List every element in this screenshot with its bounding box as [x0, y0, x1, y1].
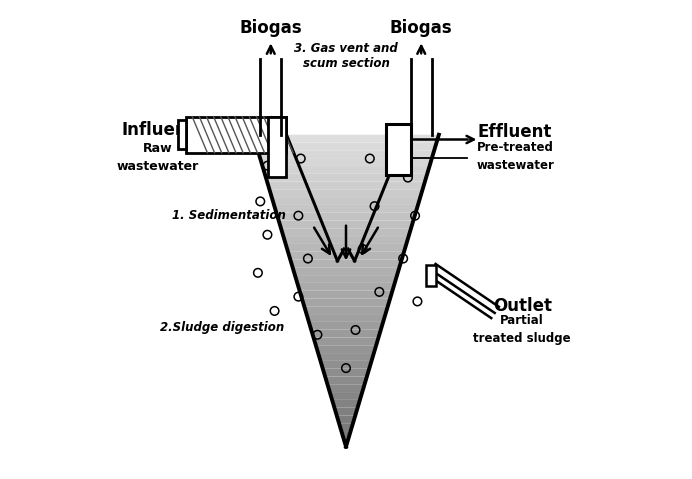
Polygon shape — [307, 314, 385, 322]
Polygon shape — [334, 408, 358, 415]
Text: 3. Gas vent and
scum section: 3. Gas vent and scum section — [294, 42, 398, 70]
Polygon shape — [281, 228, 411, 236]
Text: Partial
treated sludge: Partial treated sludge — [473, 315, 571, 345]
Polygon shape — [253, 135, 439, 143]
Polygon shape — [320, 361, 372, 369]
Polygon shape — [255, 143, 437, 150]
Polygon shape — [332, 400, 360, 408]
Polygon shape — [322, 369, 370, 376]
Polygon shape — [274, 205, 418, 213]
Polygon shape — [344, 439, 348, 446]
Polygon shape — [295, 275, 397, 283]
Polygon shape — [267, 182, 425, 189]
Text: Biogas: Biogas — [390, 19, 453, 36]
Polygon shape — [279, 220, 413, 228]
Polygon shape — [325, 376, 367, 384]
Text: Outlet: Outlet — [493, 297, 552, 315]
Bar — [426, 265, 435, 285]
Bar — [186, 116, 286, 153]
Polygon shape — [313, 338, 379, 345]
Bar — [178, 120, 186, 149]
Polygon shape — [300, 291, 392, 298]
Polygon shape — [260, 158, 432, 166]
Polygon shape — [283, 236, 409, 244]
Text: Effluent: Effluent — [478, 124, 552, 141]
Text: Raw
wastewater: Raw wastewater — [117, 142, 199, 173]
Polygon shape — [327, 384, 365, 392]
Text: Influent: Influent — [121, 121, 194, 139]
Polygon shape — [302, 298, 390, 306]
Polygon shape — [288, 251, 404, 260]
Bar — [386, 124, 411, 175]
Polygon shape — [293, 267, 399, 275]
Bar — [268, 116, 286, 177]
Text: Pre-treated
wastewater: Pre-treated wastewater — [476, 141, 554, 171]
Text: Biogas: Biogas — [239, 19, 302, 36]
Polygon shape — [298, 283, 394, 291]
Text: 1. Sedimentation: 1. Sedimentation — [172, 209, 286, 222]
Text: 2.Sludge digestion: 2.Sludge digestion — [161, 321, 284, 334]
Polygon shape — [339, 423, 353, 431]
Polygon shape — [318, 353, 374, 361]
Polygon shape — [341, 431, 351, 439]
Polygon shape — [269, 189, 423, 197]
Polygon shape — [337, 415, 355, 423]
Polygon shape — [290, 260, 402, 267]
Polygon shape — [272, 197, 420, 205]
Polygon shape — [330, 392, 362, 400]
Polygon shape — [258, 150, 434, 158]
Polygon shape — [276, 213, 416, 220]
Polygon shape — [311, 330, 381, 338]
Polygon shape — [286, 244, 406, 251]
Polygon shape — [309, 322, 383, 330]
Polygon shape — [304, 306, 388, 314]
Polygon shape — [316, 345, 376, 353]
Polygon shape — [265, 174, 427, 182]
Polygon shape — [262, 166, 430, 174]
